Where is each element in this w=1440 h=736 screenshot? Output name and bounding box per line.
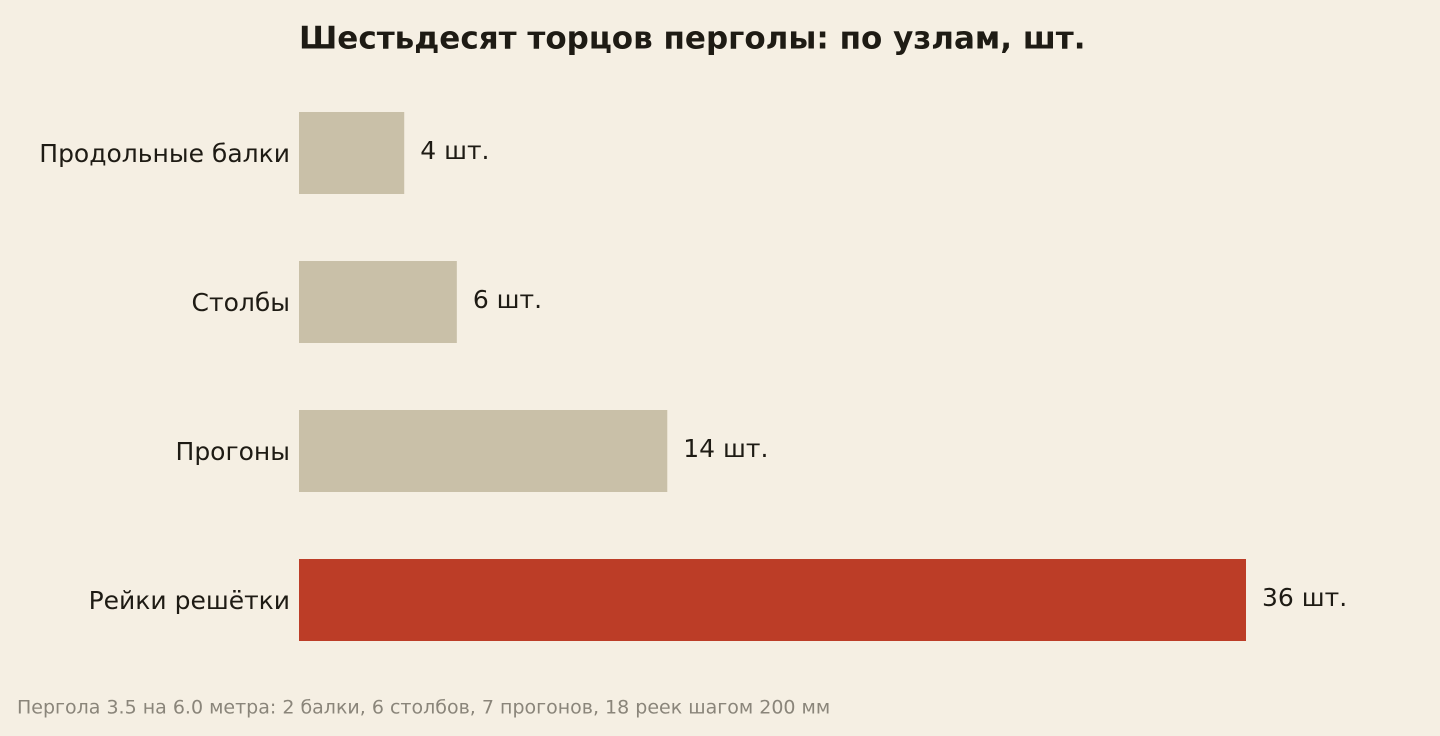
bar xyxy=(299,410,668,492)
category-label: Продольные балки xyxy=(39,139,290,168)
value-label: 36 шт. xyxy=(1262,583,1347,612)
value-label: 14 шт. xyxy=(683,434,768,463)
value-label: 6 шт. xyxy=(473,285,542,314)
category-label: Прогоны xyxy=(176,437,290,466)
bar xyxy=(299,112,405,194)
category-label: Рейки решётки xyxy=(89,586,290,615)
caption: Пергола 3.5 на 6.0 метра: 2 балки, 6 сто… xyxy=(17,697,830,719)
bar xyxy=(299,261,457,343)
value-label: 4 шт. xyxy=(420,136,489,165)
bar xyxy=(299,559,1246,641)
category-label: Столбы xyxy=(192,288,290,317)
chart-title: Шестьдесят торцов перголы: по узлам, шт. xyxy=(299,21,1086,57)
